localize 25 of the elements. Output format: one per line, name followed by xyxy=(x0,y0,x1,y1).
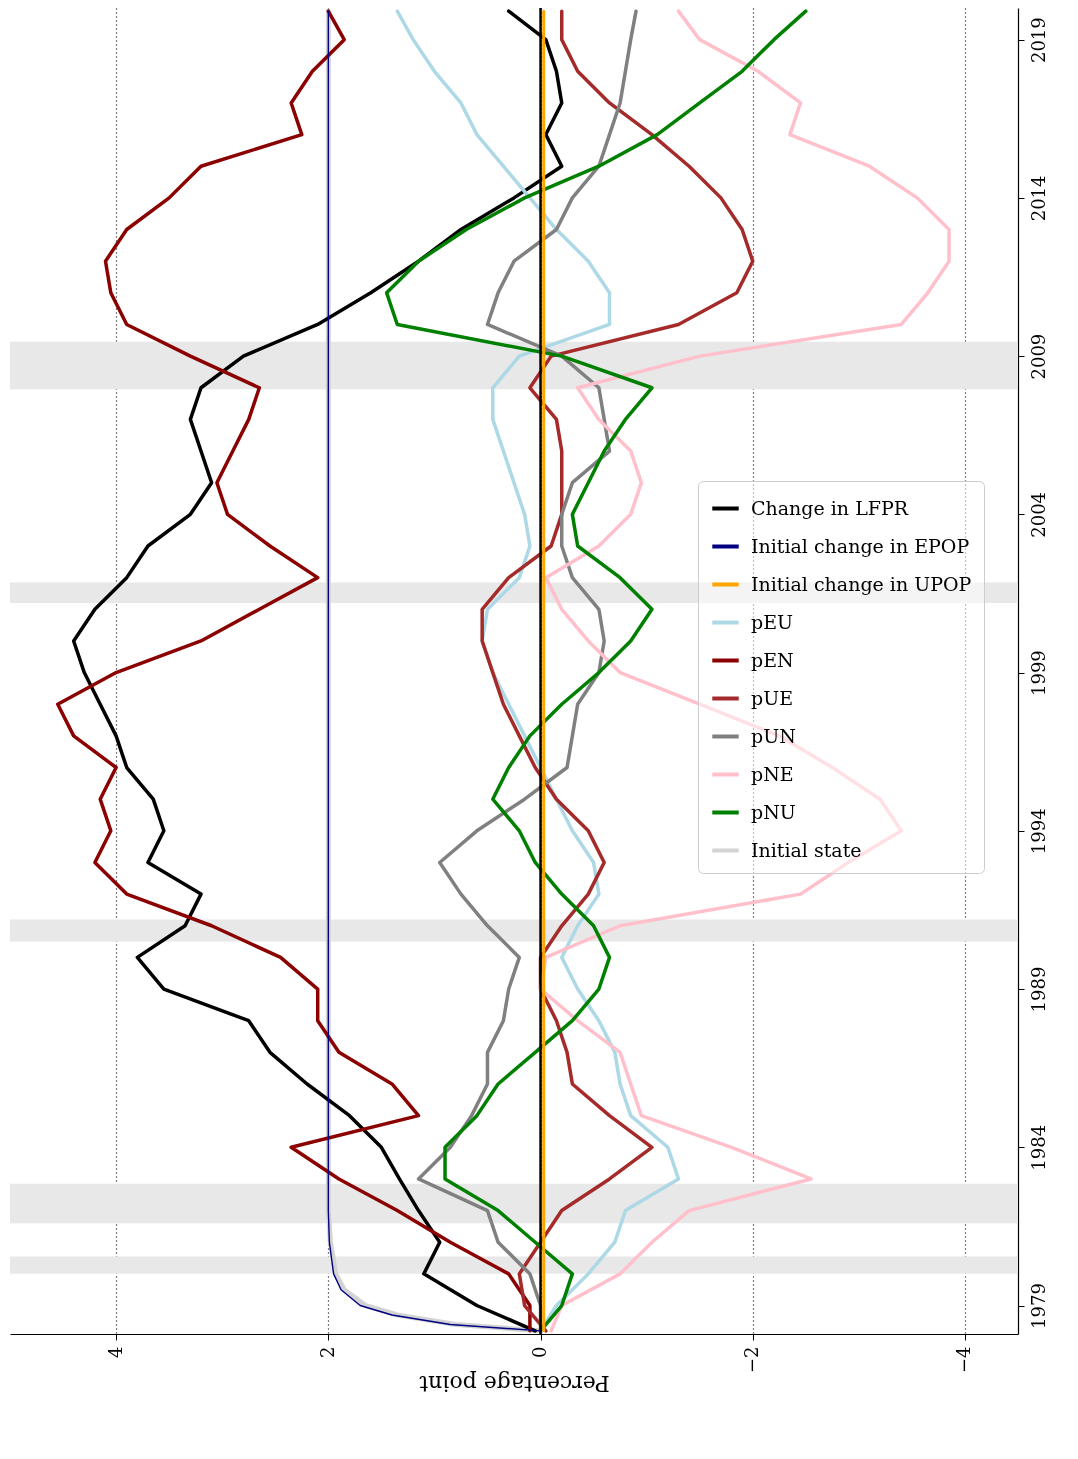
x-tick-label: 0 xyxy=(529,1346,551,1358)
y-tick-label: 1989 xyxy=(1027,966,1049,1013)
legend-label: Initial change in UPOP xyxy=(751,572,972,595)
y-tick-label: 1984 xyxy=(1027,1124,1049,1171)
y-tick-label: 1999 xyxy=(1027,650,1049,696)
legend-label: pNE xyxy=(751,762,794,785)
legend-label: pUE xyxy=(751,686,794,709)
y-tick-label: 1979 xyxy=(1027,1283,1049,1329)
x-tick-label: 4 xyxy=(104,1346,126,1358)
x-tick-label: −2 xyxy=(741,1346,763,1374)
x-tick-label: −4 xyxy=(953,1346,975,1374)
legend-label: Initial state xyxy=(751,838,862,861)
y-tick-label: 2014 xyxy=(1027,175,1049,222)
x-axis-title: Percentage point xyxy=(419,1371,610,1397)
legend-label: pUN xyxy=(751,724,796,747)
legend-label: pNU xyxy=(751,800,796,823)
legend-label: pEU xyxy=(751,610,794,633)
legend-label: Initial change in EPOP xyxy=(751,534,970,557)
legend-label: pEN xyxy=(751,648,794,671)
y-tick-label: 2004 xyxy=(1027,491,1049,538)
x-tick-label: 2 xyxy=(316,1346,338,1358)
y-tick-label: 2019 xyxy=(1027,17,1049,64)
legend-label: Change in LFPR xyxy=(751,496,909,519)
y-tick-label: 2009 xyxy=(1027,333,1049,380)
y-tick-label: 1994 xyxy=(1027,808,1049,855)
